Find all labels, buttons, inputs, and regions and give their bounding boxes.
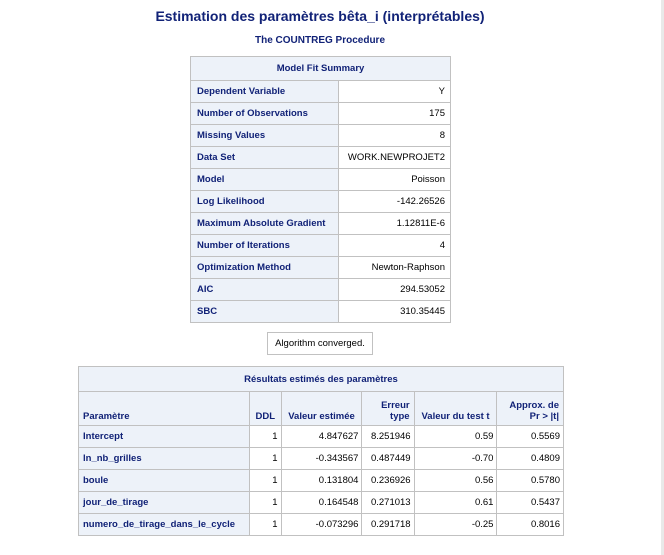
tval-cell: 0.59 [413,425,498,448]
table-row: Model Poisson [190,168,451,191]
row-value: Y [338,80,451,103]
pval-cell: 0.4809 [496,447,564,470]
row-label: Missing Values [190,124,339,147]
row-label: Data Set [190,146,339,169]
stderr-cell: 0.291718 [361,513,415,536]
row-value: -142.26526 [338,190,451,213]
pval-cell: 0.5437 [496,491,564,514]
col-header-ddl: DDL [248,391,282,426]
pval-cell: 0.8016 [496,513,564,536]
table-row: Log Likelihood -142.26526 [190,190,451,213]
procedure-subtitle: The COUNTREG Procedure [254,35,386,46]
row-value: Newton-Raphson [338,256,451,279]
tval-cell: -0.70 [413,447,498,470]
table-row: Number of Observations 175 [190,102,451,125]
parameter-estimates-table: Résultats estimés des paramètres Paramèt… [78,366,564,536]
page-title: Estimation des paramètres bêta_i (interp… [155,8,485,24]
tval-cell: 0.56 [413,469,498,492]
row-label: Optimization Method [190,256,339,279]
col-header-pval: Approx. de Pr > |t| [496,391,564,426]
ddl-cell: 1 [248,447,282,470]
estimate-cell: 0.164548 [280,491,363,514]
col-header-estimate: Valeur estimée [280,391,363,426]
row-value: 4 [338,234,451,257]
ddl-cell: 1 [248,469,282,492]
param-name: jour_de_tirage [78,491,250,514]
table-row: boule 1 0.131804 0.236926 0.56 0.5780 [78,469,564,492]
row-label: Model [190,168,339,191]
stderr-cell: 8.251946 [361,425,415,448]
col-header-param: Paramètre [78,391,250,426]
row-label: Number of Observations [190,102,339,125]
header-line: Pr > |t| [529,411,559,422]
ddl-cell: 1 [248,425,282,448]
row-label: Maximum Absolute Gradient [190,212,339,235]
col-header-stderr: Erreur type [361,391,415,426]
pval-cell: 0.5569 [496,425,564,448]
table-row: Dependent Variable Y [190,80,451,103]
table-row: Missing Values 8 [190,124,451,147]
fit-summary-caption: Model Fit Summary [190,56,451,81]
ddl-cell: 1 [248,513,282,536]
tval-cell: 0.61 [413,491,498,514]
row-value: 1.12811E-6 [338,212,451,235]
row-value: 175 [338,102,451,125]
header-line: Approx. de [509,400,559,411]
col-header-tval: Valeur du test t [413,391,498,426]
stderr-cell: 0.236926 [361,469,415,492]
estimate-cell: -0.073296 [280,513,363,536]
estimate-cell: 4.847627 [280,425,363,448]
row-value: 8 [338,124,451,147]
table-row: Maximum Absolute Gradient 1.12811E-6 [190,212,451,235]
table-row: numero_de_tirage_dans_le_cycle 1 -0.0732… [78,513,564,536]
row-label: Dependent Variable [190,80,339,103]
header-line: type [390,411,410,422]
param-name: Intercept [78,425,250,448]
row-label: SBC [190,300,339,323]
param-name: boule [78,469,250,492]
table-row: AIC 294.53052 [190,278,451,301]
row-value: 294.53052 [338,278,451,301]
table-row: Intercept 1 4.847627 8.251946 0.59 0.556… [78,425,564,448]
header-line: Erreur [381,400,410,411]
row-value: Poisson [338,168,451,191]
row-label: AIC [190,278,339,301]
estimate-cell: 0.131804 [280,469,363,492]
param-name: numero_de_tirage_dans_le_cycle [78,513,250,536]
model-fit-summary-table: Model Fit Summary Dependent Variable Y Nu… [190,56,451,323]
convergence-note: Algorithm converged. [267,332,373,355]
header-row: Paramètre DDL Valeur estimée Erreur type … [78,391,564,426]
row-label: Log Likelihood [190,190,339,213]
row-value: WORK.NEWPROJET2 [338,146,451,169]
table-row: SBC 310.35445 [190,300,451,323]
estimates-caption: Résultats estimés des paramètres [78,366,564,392]
row-value: 310.35445 [338,300,451,323]
table-row: Number of Iterations 4 [190,234,451,257]
ddl-cell: 1 [248,491,282,514]
stderr-cell: 0.271013 [361,491,415,514]
row-label: Number of Iterations [190,234,339,257]
param-name: ln_nb_grilles [78,447,250,470]
table-row: Data Set WORK.NEWPROJET2 [190,146,451,169]
tval-cell: -0.25 [413,513,498,536]
window-edge [661,0,664,555]
estimate-cell: -0.343567 [280,447,363,470]
pval-cell: 0.5780 [496,469,564,492]
table-row: jour_de_tirage 1 0.164548 0.271013 0.61 … [78,491,564,514]
table-row: ln_nb_grilles 1 -0.343567 0.487449 -0.70… [78,447,564,470]
table-row: Optimization Method Newton-Raphson [190,256,451,279]
stderr-cell: 0.487449 [361,447,415,470]
